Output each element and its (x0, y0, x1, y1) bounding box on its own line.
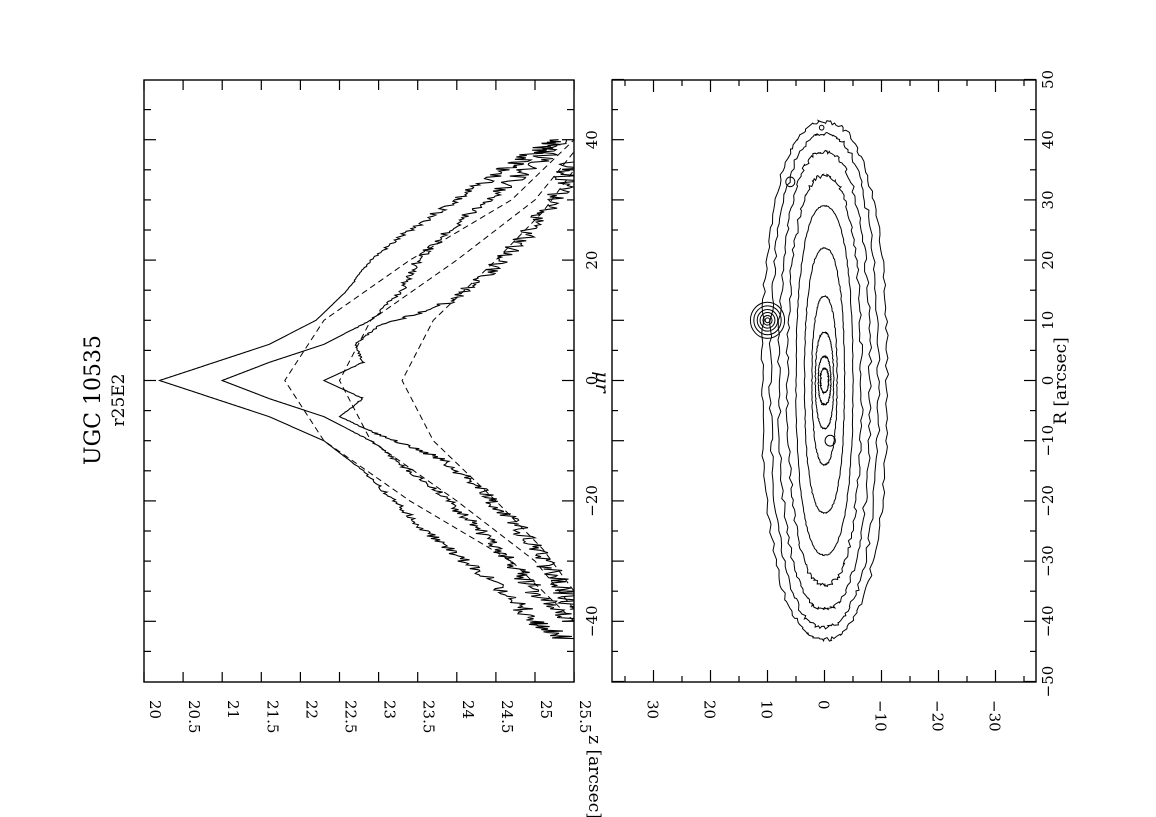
contour-panel-plot (749, 119, 890, 643)
axis-tick-labels: 20 20.5 21 21.5 22 22.5 23 23.5 24 24.5 25 25.5 −40 −… (146, 70, 1057, 733)
profile-dashed-line (401, 169, 574, 592)
profile-r-tick-label: 40 (583, 130, 601, 149)
profile-mu-tick-label: 23.5 (420, 700, 438, 733)
knot-contour (759, 311, 776, 329)
contour-r-tick-label: −50 (1039, 666, 1057, 698)
contour-z-tick-label: 10 (758, 700, 776, 719)
profile-dashed-line (338, 151, 574, 610)
profile-mu-tick-label: 21 (224, 700, 242, 719)
profile-r-tick-label: 20 (583, 251, 601, 270)
profile-mu-tick-label: 20 (146, 700, 164, 719)
isophote-contour (768, 132, 881, 630)
figure-subtitle: r25E2 (109, 374, 129, 427)
profile-solid-line (157, 139, 574, 640)
profile-y-axis-label: μr (591, 371, 613, 394)
profile-r-tick-label: −40 (583, 605, 601, 637)
profile-panel-plot (157, 139, 574, 640)
isophote-contour (817, 354, 832, 407)
profile-mu-tick-label: 25.5 (576, 700, 594, 733)
isophote-contour (777, 149, 873, 611)
contour-panel-frame (611, 79, 1037, 683)
contour-z-tick-label: −30 (986, 700, 1004, 732)
contour-r-tick-label: 10 (1039, 311, 1057, 330)
contour-r-tick-label: −40 (1039, 605, 1057, 637)
contour-y-axis-label: z [arcsec] (584, 735, 604, 817)
isophote-contour (795, 204, 854, 557)
knot-contour (753, 305, 782, 336)
profile-mu-tick-label: 24.5 (498, 700, 516, 733)
contour-r-tick-label: −20 (1039, 485, 1057, 517)
contour-r-tick-label: 20 (1039, 251, 1057, 270)
isophote-contour (818, 366, 830, 395)
contour-x-axis-label: R [arcsec] (1051, 337, 1071, 425)
contour-z-tick-label: 30 (644, 700, 662, 719)
contour-r-tick-label: 50 (1039, 70, 1057, 89)
knot-contour (818, 124, 825, 131)
axis-ticks (143, 78, 1036, 683)
isophote-contour (814, 331, 835, 430)
knot-contour (824, 434, 836, 447)
profile-r-tick-label: −20 (583, 485, 601, 517)
contour-z-tick-label: −10 (872, 700, 890, 732)
contour-z-tick-label: 0 (815, 700, 833, 710)
profile-mu-tick-label: 21.5 (263, 700, 281, 733)
knot-contour (785, 176, 796, 188)
isophote-contour (760, 119, 890, 643)
profile-mu-tick-label: 20.5 (185, 700, 203, 733)
knot-contour (756, 308, 779, 332)
knot-contour (749, 301, 786, 339)
contour-r-tick-label: −30 (1039, 545, 1057, 577)
profile-dashed-line (284, 139, 574, 622)
contour-r-tick-label: 30 (1039, 190, 1057, 209)
profile-mu-tick-label: 23 (381, 700, 399, 719)
contour-z-tick-label: 20 (701, 700, 719, 719)
profile-mu-tick-label: 22.5 (342, 700, 360, 733)
isophote-contour (803, 246, 846, 515)
isophote-contour (811, 294, 839, 467)
profile-mu-tick-label: 24 (459, 700, 477, 719)
profile-r-tick-label: 0 (583, 376, 601, 386)
profile-mu-tick-label: 25 (537, 700, 555, 719)
contour-z-tick-label: −20 (929, 700, 947, 732)
isophote-contour (785, 173, 864, 588)
contour-r-tick-label: 0 (1039, 376, 1057, 386)
figure-title: UGC 10535 (81, 335, 106, 465)
knot-contour (762, 314, 773, 326)
contour-r-tick-label: −10 (1039, 425, 1057, 457)
profile-solid-line (322, 156, 574, 610)
knot-contour (764, 317, 771, 324)
profile-solid-line (220, 139, 574, 622)
contour-r-tick-label: 40 (1039, 130, 1057, 149)
profile-mu-tick-label: 22 (302, 700, 320, 719)
